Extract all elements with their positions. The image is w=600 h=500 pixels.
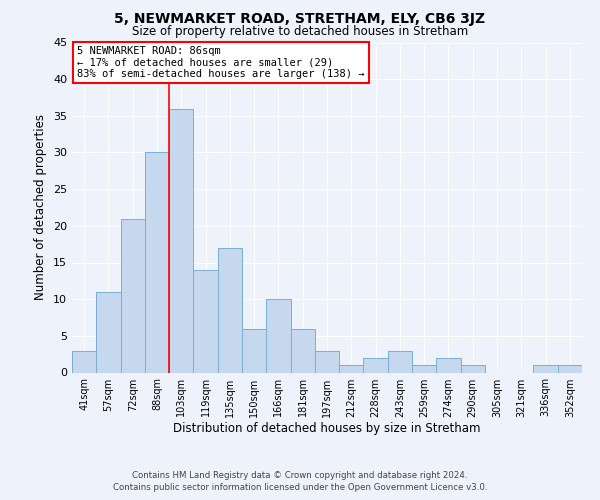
- Y-axis label: Number of detached properties: Number of detached properties: [34, 114, 47, 300]
- Text: 5, NEWMARKET ROAD, STRETHAM, ELY, CB6 3JZ: 5, NEWMARKET ROAD, STRETHAM, ELY, CB6 3J…: [115, 12, 485, 26]
- Bar: [72, 350, 96, 372]
- Text: 5 NEWMARKET ROAD: 86sqm
← 17% of detached houses are smaller (29)
83% of semi-de: 5 NEWMARKET ROAD: 86sqm ← 17% of detache…: [77, 46, 365, 79]
- Bar: [461, 365, 485, 372]
- Text: Contains HM Land Registry data © Crown copyright and database right 2024.
Contai: Contains HM Land Registry data © Crown c…: [113, 471, 487, 492]
- Bar: [315, 350, 339, 372]
- Text: Size of property relative to detached houses in Stretham: Size of property relative to detached ho…: [132, 25, 468, 38]
- Bar: [339, 365, 364, 372]
- Bar: [218, 248, 242, 372]
- Bar: [290, 328, 315, 372]
- Bar: [145, 152, 169, 372]
- Bar: [121, 218, 145, 372]
- Bar: [169, 108, 193, 372]
- Bar: [388, 350, 412, 372]
- Bar: [96, 292, 121, 372]
- Bar: [533, 365, 558, 372]
- Bar: [412, 365, 436, 372]
- Bar: [558, 365, 582, 372]
- Bar: [242, 328, 266, 372]
- X-axis label: Distribution of detached houses by size in Stretham: Distribution of detached houses by size …: [173, 422, 481, 436]
- Bar: [193, 270, 218, 372]
- Bar: [436, 358, 461, 372]
- Bar: [364, 358, 388, 372]
- Bar: [266, 299, 290, 372]
